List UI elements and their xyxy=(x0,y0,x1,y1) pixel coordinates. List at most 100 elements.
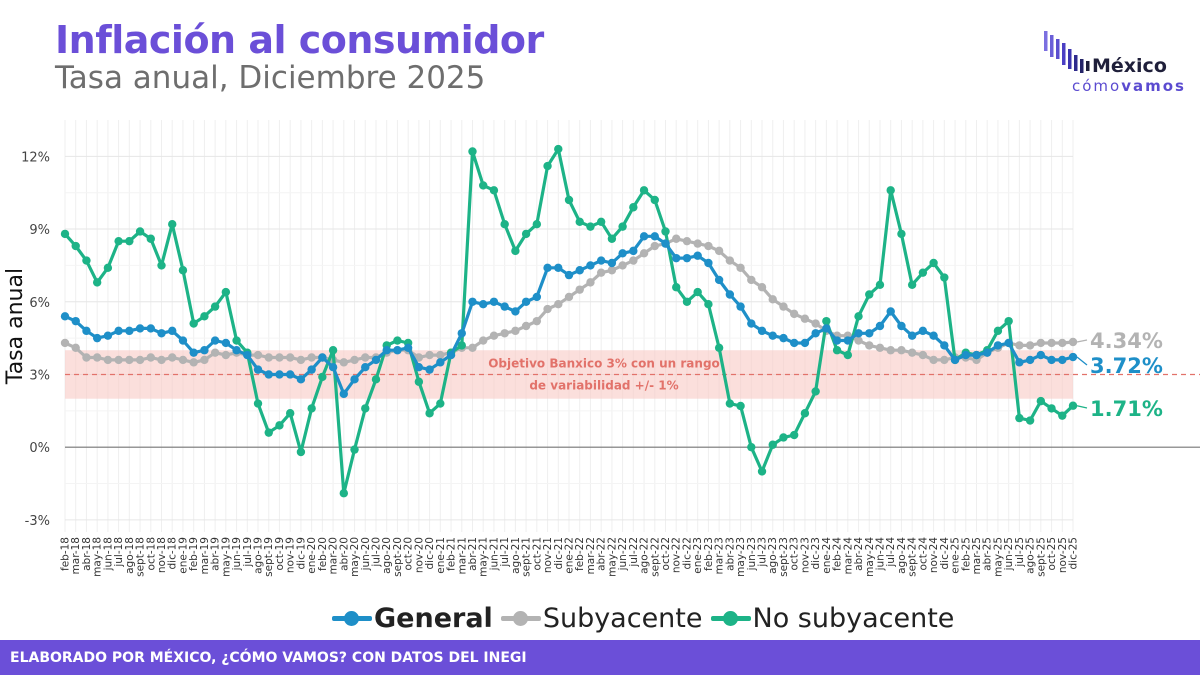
data-point-subyacente xyxy=(500,329,509,338)
data-point-subyacente xyxy=(1036,338,1046,348)
data-point-general xyxy=(961,350,970,360)
x-tick-label: oct-19 xyxy=(274,537,286,570)
data-point-subyacente xyxy=(71,343,80,353)
data-point-no-subyacente xyxy=(393,336,402,345)
data-point-subyacente xyxy=(554,299,563,309)
data-point-general xyxy=(843,336,853,345)
legend-item-general: General xyxy=(330,603,493,634)
inflation-line-chart: -3% 0% 3% 6% 9% 12% Objetivo Banxico 3% con un… xyxy=(3,120,1200,577)
data-point-subyacente xyxy=(757,283,767,292)
data-point-general xyxy=(1047,355,1056,365)
x-tick-label: sept-20 xyxy=(392,537,404,577)
x-tick-label: may-23 xyxy=(735,537,747,577)
x-tick-label: oct-21 xyxy=(531,537,543,570)
data-point-no-subyacente xyxy=(425,409,434,418)
y-axis-title: Tasa anual xyxy=(3,268,28,385)
data-point-subyacente xyxy=(521,321,531,331)
y-tick-label: -3% xyxy=(25,514,50,529)
data-point-no-subyacente xyxy=(1047,404,1056,413)
x-tick-label: jun-20 xyxy=(360,537,372,571)
x-tick-label: may-19 xyxy=(220,537,232,577)
data-point-general xyxy=(339,389,349,399)
data-point-no-subyacente xyxy=(500,220,509,229)
x-tick-label: oct-20 xyxy=(403,537,415,570)
data-point-general xyxy=(564,270,574,280)
data-point-subyacente xyxy=(800,314,810,323)
data-point-subyacente xyxy=(854,336,863,345)
data-point-general xyxy=(1058,355,1067,365)
data-point-general xyxy=(125,326,134,336)
target-band-label-line2: de variabilidad +/- 1% xyxy=(529,378,678,392)
legend-label-general: General xyxy=(374,602,493,634)
data-point-no-subyacente xyxy=(371,375,381,384)
chart-legend: General Subyacente No subyacente xyxy=(330,596,960,640)
legend-label-no-subyacente: No subyacente xyxy=(752,602,955,634)
data-point-subyacente xyxy=(285,353,295,362)
data-point-general xyxy=(972,350,981,360)
x-tick-label: sept-22 xyxy=(649,537,661,577)
data-point-no-subyacente xyxy=(285,409,295,418)
data-point-no-subyacente xyxy=(993,326,1003,336)
data-point-general xyxy=(425,365,434,374)
x-tick-label: jun-23 xyxy=(746,537,758,571)
data-point-no-subyacente xyxy=(350,445,359,454)
x-tick-label: may-21 xyxy=(478,537,490,577)
data-point-no-subyacente xyxy=(1068,401,1078,410)
data-point-general xyxy=(832,336,842,345)
data-point-subyacente xyxy=(918,350,928,360)
data-point-general xyxy=(757,326,767,336)
x-tick-label: ene-19 xyxy=(177,537,189,574)
data-point-subyacente xyxy=(596,268,606,277)
data-point-subyacente xyxy=(1068,337,1078,347)
data-point-no-subyacente xyxy=(414,377,424,386)
data-point-no-subyacente xyxy=(157,261,166,270)
x-tick-label: abr-21 xyxy=(467,537,479,571)
logo-bars-icon xyxy=(1044,31,1090,73)
data-point-no-subyacente xyxy=(479,181,488,190)
data-point-no-subyacente xyxy=(704,299,713,309)
data-point-subyacente xyxy=(811,319,820,328)
data-point-general xyxy=(285,370,295,379)
mexico-como-vamos-logo: México cómovamos xyxy=(1040,25,1184,100)
data-point-general xyxy=(243,350,252,360)
data-point-no-subyacente xyxy=(661,227,670,236)
x-tick-label: feb-18 xyxy=(60,537,72,571)
data-point-subyacente xyxy=(672,234,681,243)
data-point-general xyxy=(661,239,670,248)
data-point-no-subyacente xyxy=(339,489,349,498)
x-tick-label: nov-21 xyxy=(542,537,554,573)
data-point-no-subyacente xyxy=(886,186,895,195)
x-tick-label: feb-22 xyxy=(574,537,586,571)
x-tick-label: may-24 xyxy=(864,537,876,577)
end-label-no-subyacente: 1.71% xyxy=(1090,397,1163,421)
x-tick-label: oct-24 xyxy=(917,537,929,571)
data-point-no-subyacente xyxy=(189,319,198,328)
data-point-no-subyacente xyxy=(135,227,145,236)
data-point-subyacente xyxy=(586,278,595,287)
data-point-general xyxy=(232,346,241,355)
data-point-general xyxy=(371,355,381,365)
data-point-subyacente xyxy=(414,353,424,362)
x-tick-label: jun-19 xyxy=(231,537,243,571)
data-point-general xyxy=(918,326,928,336)
data-point-subyacente xyxy=(1015,341,1024,350)
data-point-general xyxy=(554,263,563,273)
data-point-no-subyacente xyxy=(682,297,692,306)
x-tick-label: mar-20 xyxy=(328,537,340,574)
data-point-no-subyacente xyxy=(757,467,767,476)
data-point-general xyxy=(92,333,102,343)
data-point-subyacente xyxy=(564,292,574,302)
data-point-no-subyacente xyxy=(146,234,155,243)
data-point-subyacente xyxy=(82,353,91,362)
data-point-no-subyacente xyxy=(918,268,928,277)
data-point-general xyxy=(725,290,735,299)
x-tick-label: ago-18 xyxy=(124,537,136,574)
legend-item-subyacente: Subyacente xyxy=(499,603,703,634)
data-point-no-subyacente xyxy=(1015,413,1024,423)
data-point-no-subyacente xyxy=(543,161,552,171)
legend-swatch-general xyxy=(330,608,374,628)
data-point-no-subyacente xyxy=(264,428,273,437)
data-point-general xyxy=(157,329,166,338)
data-point-subyacente xyxy=(489,331,499,340)
data-point-no-subyacente xyxy=(200,312,209,321)
